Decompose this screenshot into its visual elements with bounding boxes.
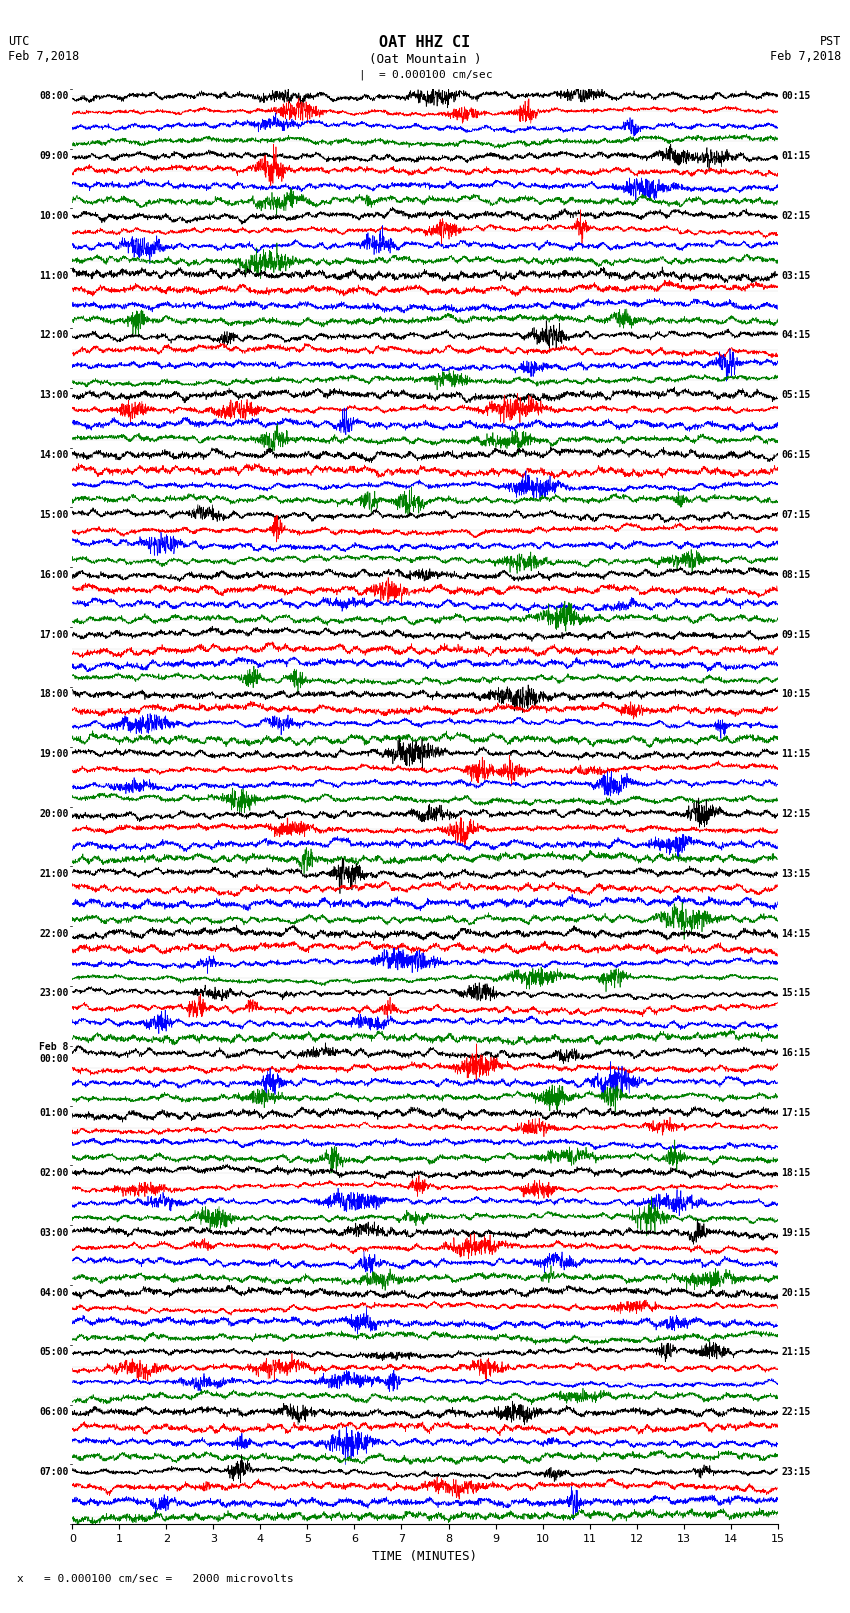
Text: 03:00: 03:00 xyxy=(39,1227,69,1237)
Text: 10:15: 10:15 xyxy=(781,689,811,700)
Text: 10:00: 10:00 xyxy=(39,211,69,221)
Text: 02:15: 02:15 xyxy=(781,211,811,221)
Text: x   = 0.000100 cm/sec =   2000 microvolts: x = 0.000100 cm/sec = 2000 microvolts xyxy=(17,1574,294,1584)
Text: 23:15: 23:15 xyxy=(781,1466,811,1478)
Text: OAT HHZ CI: OAT HHZ CI xyxy=(379,35,471,50)
Text: 14:15: 14:15 xyxy=(781,929,811,939)
Text: 06:15: 06:15 xyxy=(781,450,811,460)
Text: 21:00: 21:00 xyxy=(39,869,69,879)
Text: 12:15: 12:15 xyxy=(781,810,811,819)
Text: 22:15: 22:15 xyxy=(781,1407,811,1418)
Text: 02:00: 02:00 xyxy=(39,1168,69,1177)
Text: 09:00: 09:00 xyxy=(39,152,69,161)
X-axis label: TIME (MINUTES): TIME (MINUTES) xyxy=(372,1550,478,1563)
Text: 19:00: 19:00 xyxy=(39,748,69,760)
Text: 04:15: 04:15 xyxy=(781,331,811,340)
Text: 20:00: 20:00 xyxy=(39,810,69,819)
Text: 16:00: 16:00 xyxy=(39,569,69,579)
Text: 22:00: 22:00 xyxy=(39,929,69,939)
Text: 18:15: 18:15 xyxy=(781,1168,811,1177)
Text: 16:15: 16:15 xyxy=(781,1048,811,1058)
Text: Feb 7,2018: Feb 7,2018 xyxy=(770,50,842,63)
Text: 11:00: 11:00 xyxy=(39,271,69,281)
Text: 06:00: 06:00 xyxy=(39,1407,69,1418)
Text: 13:15: 13:15 xyxy=(781,869,811,879)
Text: 15:00: 15:00 xyxy=(39,510,69,519)
Text: 03:15: 03:15 xyxy=(781,271,811,281)
Text: 08:00: 08:00 xyxy=(39,92,69,102)
Text: 17:15: 17:15 xyxy=(781,1108,811,1118)
Text: (Oat Mountain ): (Oat Mountain ) xyxy=(369,53,481,66)
Text: 13:00: 13:00 xyxy=(39,390,69,400)
Text: 15:15: 15:15 xyxy=(781,989,811,998)
Text: 05:15: 05:15 xyxy=(781,390,811,400)
Text: UTC: UTC xyxy=(8,35,30,48)
Text: 20:15: 20:15 xyxy=(781,1287,811,1297)
Text: 09:15: 09:15 xyxy=(781,629,811,639)
Text: Feb 7,2018: Feb 7,2018 xyxy=(8,50,80,63)
Text: 07:00: 07:00 xyxy=(39,1466,69,1478)
Text: 04:00: 04:00 xyxy=(39,1287,69,1297)
Text: 01:00: 01:00 xyxy=(39,1108,69,1118)
Text: Feb 8
00:00: Feb 8 00:00 xyxy=(39,1042,69,1065)
Text: 11:15: 11:15 xyxy=(781,748,811,760)
Text: 12:00: 12:00 xyxy=(39,331,69,340)
Text: 07:15: 07:15 xyxy=(781,510,811,519)
Text: PST: PST xyxy=(820,35,842,48)
Text: 01:15: 01:15 xyxy=(781,152,811,161)
Text: 17:00: 17:00 xyxy=(39,629,69,639)
Text: 18:00: 18:00 xyxy=(39,689,69,700)
Text: $\mathtt{|}$  = 0.000100 cm/sec: $\mathtt{|}$ = 0.000100 cm/sec xyxy=(358,68,492,82)
Text: 19:15: 19:15 xyxy=(781,1227,811,1237)
Text: 08:15: 08:15 xyxy=(781,569,811,579)
Text: 23:00: 23:00 xyxy=(39,989,69,998)
Text: 21:15: 21:15 xyxy=(781,1347,811,1357)
Text: 00:15: 00:15 xyxy=(781,92,811,102)
Text: 14:00: 14:00 xyxy=(39,450,69,460)
Text: 05:00: 05:00 xyxy=(39,1347,69,1357)
